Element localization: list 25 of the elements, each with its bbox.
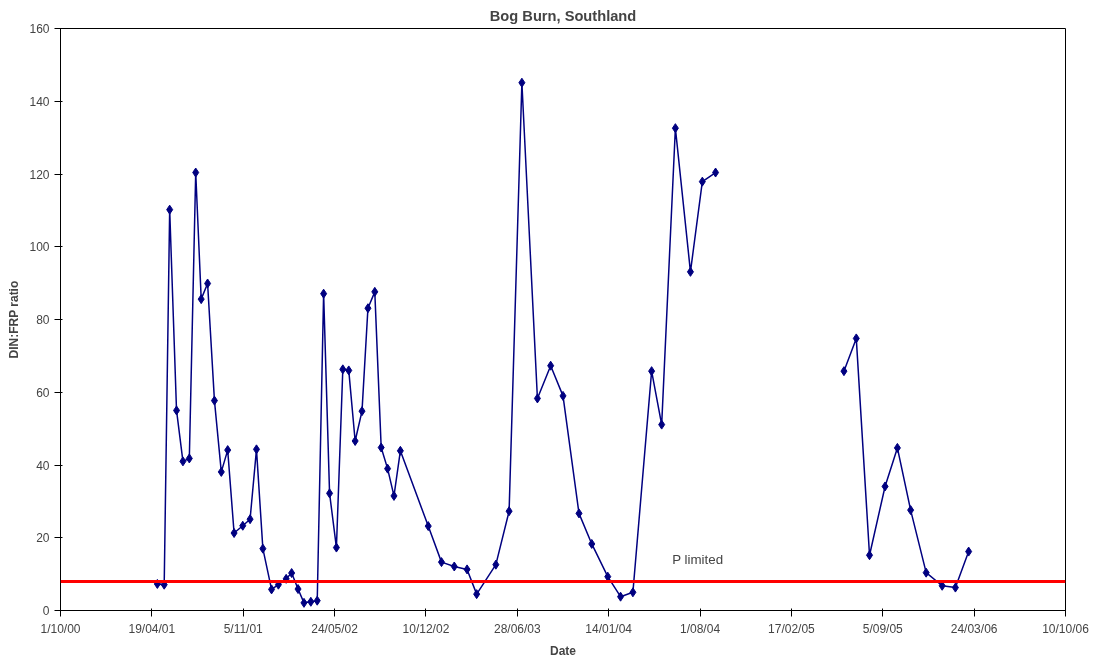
ref-line-label: P limited (672, 551, 724, 567)
x-tick-label: 5/09/05 (862, 621, 904, 636)
x-tick-label: 24/05/02 (311, 621, 359, 636)
x-axis-title: Date (550, 643, 577, 658)
x-tick-label: 10/10/06 (1042, 621, 1090, 636)
x-tick-label: 17/02/05 (768, 621, 816, 636)
x-tick-label: 14/01/04 (585, 621, 633, 636)
x-tick-label: 1/10/00 (40, 621, 81, 636)
y-tick-label: 40 (36, 458, 50, 473)
x-tick-label: 24/03/06 (950, 621, 998, 636)
y-axis-title: DIN:FRP ratio (7, 280, 22, 359)
x-tick-label: 1/08/04 (680, 621, 721, 636)
x-tick-label: 28/06/03 (493, 621, 541, 636)
y-tick-label: 120 (29, 167, 50, 182)
y-tick-label: 140 (29, 94, 50, 109)
chart-title: Bog Burn, Southland (489, 7, 637, 24)
y-tick-label: 80 (36, 313, 50, 327)
x-tick-label: 5/11/01 (223, 621, 264, 636)
x-tick-label: 10/12/02 (402, 621, 450, 636)
y-tick-label: 0 (42, 604, 50, 618)
x-tick-label: 19/04/01 (128, 621, 176, 636)
y-tick-label: 100 (29, 240, 50, 255)
y-tick-label: 160 (29, 22, 50, 36)
y-tick-label: 60 (36, 385, 50, 400)
y-tick-label: 20 (36, 531, 50, 546)
